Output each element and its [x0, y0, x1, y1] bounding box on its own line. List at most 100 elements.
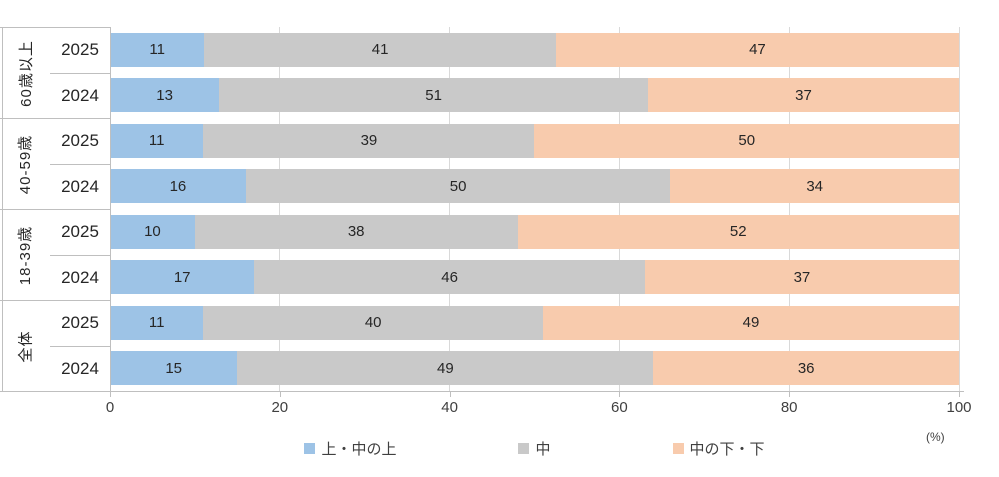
category-axis-line	[110, 27, 111, 391]
bar-segment: 16	[110, 169, 246, 204]
bar-segment: 49	[542, 305, 959, 340]
bar-value-label: 37	[793, 268, 811, 286]
axis-tick-label: 0	[105, 399, 115, 416]
legend-swatch	[672, 443, 684, 454]
year-label: 2024	[61, 85, 99, 105]
category-group: 40-59歳 2025 2024	[0, 119, 110, 210]
bar-value-label: 11	[149, 41, 165, 59]
bar-value-label: 10	[144, 223, 161, 241]
legend-item: 上・中の上	[304, 438, 396, 459]
bar-value-label: 11	[148, 132, 165, 150]
group-label: 60歳以上	[0, 28, 50, 118]
year-label: 2024	[61, 358, 99, 378]
bar-value-label: 46	[441, 268, 458, 286]
bar-segment: 38	[194, 214, 518, 249]
axis-tickmark	[279, 392, 281, 397]
bar-value-label: 50	[738, 132, 756, 150]
bar-value-label: 17	[173, 268, 191, 286]
bar-segment: 11	[110, 123, 204, 158]
bar-value-label: 16	[169, 177, 187, 195]
bar-segment: 51	[219, 78, 648, 113]
legend-label: 中の下・下	[689, 441, 765, 458]
bar-row: 15 49 36	[110, 351, 959, 386]
legend: 上・中の上 中 中の下・下	[110, 438, 959, 459]
bar-row: 11 40 49	[110, 305, 959, 340]
year-label: 2024	[61, 176, 99, 196]
year-column: 2025 2024	[50, 301, 110, 391]
gridline	[958, 27, 960, 391]
bar-segment: 50	[534, 123, 959, 158]
bar-segment: 37	[647, 78, 959, 113]
category-group: 60歳以上 2025 2024	[0, 28, 110, 119]
axis-tickmark	[449, 392, 451, 397]
bar-value-label: 49	[742, 314, 760, 332]
bar-row: 10 38 52	[110, 214, 959, 249]
axis-tickmark	[619, 392, 621, 397]
legend-label: 上・中の上	[321, 441, 397, 458]
year-label: 2025	[50, 119, 110, 165]
group-label: 40-59歳	[0, 119, 50, 209]
bar-value-label: 39	[360, 132, 378, 150]
axis-tickmark	[789, 392, 791, 397]
bar-value-label: 49	[437, 359, 454, 377]
bar-segment: 15	[110, 351, 238, 386]
category-axis-outer-line	[2, 27, 3, 391]
gridline	[618, 27, 620, 391]
legend-item: 中	[518, 438, 551, 459]
group-label-text: 全体	[17, 329, 35, 363]
bar-value-label: 37	[795, 86, 812, 104]
legend-item: 中の下・下	[672, 438, 765, 459]
bar-value-label: 41	[371, 41, 389, 59]
group-label-text: 60歳以上	[17, 39, 35, 107]
year-column: 2025 2024	[50, 210, 110, 300]
group-label-text: 18-39歳	[17, 225, 35, 285]
bar-segment: 13	[110, 78, 220, 113]
bar-segment: 39	[203, 123, 535, 158]
bar-value-label: 38	[347, 223, 365, 241]
axis-unit-label: (%)	[926, 430, 945, 444]
bar-value-label: 11	[148, 314, 165, 332]
group-label: 全体	[0, 301, 50, 391]
bar-segment: 10	[110, 214, 195, 249]
year-column: 2025 2024	[50, 28, 110, 118]
bar-value-label: 40	[364, 314, 382, 332]
plot-area: 11 41 47 13 51 37 11 39 50 16 50 34 10 38 52 17 46 37 11 40…	[109, 27, 960, 391]
legend-swatch	[518, 443, 530, 454]
axis-tick-label: 40	[441, 399, 458, 416]
axis-tick-label: 80	[780, 399, 798, 416]
bar-value-label: 50	[449, 177, 467, 195]
bar-segment: 52	[517, 214, 959, 249]
year-label: 2025	[50, 210, 110, 256]
gridline	[449, 27, 451, 391]
bar-segment: 40	[203, 305, 543, 340]
bar-row: 13 51 37	[110, 78, 959, 113]
category-group: 18-39歳 2025 2024	[0, 210, 110, 301]
bar-value-label: 15	[165, 359, 183, 377]
category-group: 全体 2025 2024	[0, 301, 110, 392]
bar-segment: 34	[670, 169, 959, 204]
group-label: 18-39歳	[0, 210, 50, 300]
bar-segment: 49	[237, 351, 654, 386]
bar-segment: 11	[110, 305, 204, 340]
bar-value-label: 47	[749, 41, 766, 59]
category-axis-labels: 60歳以上 2025 2024 40-59歳 2025 2024 18-39歳 2025 202…	[0, 27, 110, 392]
year-label: 2024	[61, 267, 99, 287]
gridline	[788, 27, 790, 391]
bar-segment: 46	[254, 260, 645, 295]
bar-segment: 41	[204, 32, 556, 67]
bar-segment: 37	[644, 260, 959, 295]
bar-row: 11 39 50	[110, 123, 959, 158]
year-label: 2025	[50, 301, 110, 347]
bar-segment: 36	[653, 351, 959, 386]
legend-swatch	[304, 443, 316, 454]
bar-row: 11 41 47	[110, 32, 959, 67]
legend-label: 中	[535, 441, 551, 458]
bar-row: 16 50 34	[110, 169, 959, 204]
axis-tick-label: 100	[946, 399, 972, 416]
axis-tick-label: 20	[271, 399, 289, 416]
bar-value-label: 51	[425, 86, 442, 104]
bar-segment: 47	[555, 32, 959, 67]
year-label: 2025	[50, 28, 110, 74]
bar-value-label: 36	[797, 359, 815, 377]
